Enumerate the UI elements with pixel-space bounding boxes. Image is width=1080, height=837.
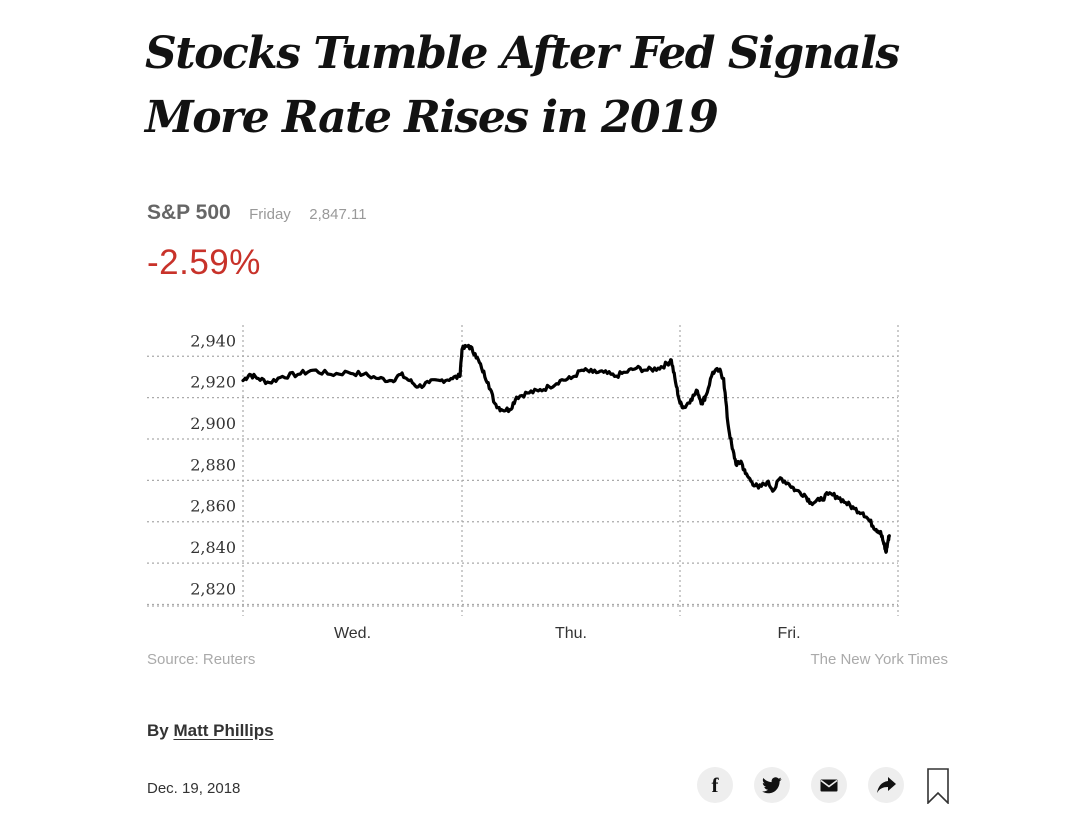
more-share-button[interactable] [868, 767, 904, 803]
x-day-label: Thu. [555, 625, 587, 642]
headline: Stocks Tumble After Fed Signals More Rat… [145, 28, 900, 143]
byline-author-link[interactable]: Matt Phillips [173, 721, 274, 740]
y-tick-label: 2,920 [190, 373, 236, 392]
facebook-share-button[interactable]: f [697, 767, 733, 803]
ticker-change: -2.59% [147, 243, 261, 282]
y-tick-label: 2,840 [190, 538, 236, 557]
email-icon [820, 779, 838, 791]
twitter-icon [762, 776, 782, 793]
publish-date: Dec. 19, 2018 [147, 780, 241, 797]
bookmark-icon [927, 768, 949, 804]
chart-source: Source: Reuters [147, 651, 256, 668]
chart-credit: The New York Times [810, 651, 948, 668]
email-share-button[interactable] [811, 767, 847, 803]
ticker-name: S&P 500 [147, 201, 231, 224]
y-tick-label: 2,880 [190, 455, 236, 474]
byline: By Matt Phillips [147, 721, 274, 741]
facebook-icon: f [711, 772, 719, 797]
ticker-day: Friday [249, 206, 291, 223]
ticker-row: S&P 500 Friday 2,847.11 [147, 201, 367, 225]
y-tick-label: 2,860 [190, 497, 236, 516]
y-tick-label: 2,820 [190, 579, 236, 598]
y-tick-label: 2,900 [190, 414, 236, 433]
byline-prefix: By [147, 721, 174, 740]
ticker-value: 2,847.11 [309, 206, 367, 223]
y-tick-label: 2,940 [190, 331, 236, 350]
series-line-sp500 [241, 343, 891, 554]
twitter-share-button[interactable] [754, 767, 790, 803]
share-icon [876, 777, 896, 793]
save-bookmark-button[interactable] [925, 767, 951, 805]
x-day-label: Fri. [777, 625, 800, 642]
x-day-label: Wed. [334, 625, 371, 642]
